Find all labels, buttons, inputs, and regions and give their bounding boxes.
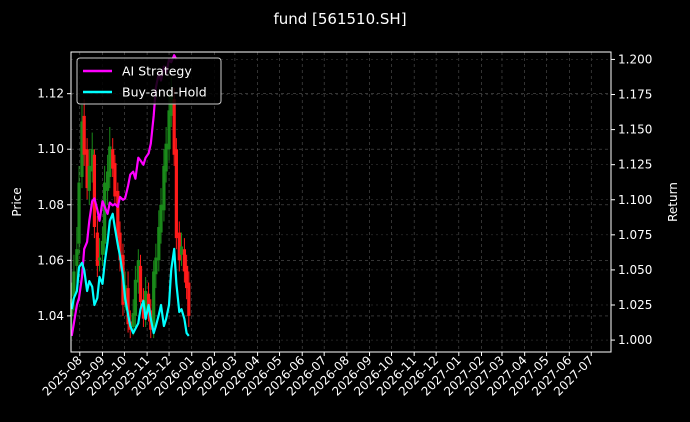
candle-body <box>100 240 105 255</box>
candle-body <box>103 182 107 244</box>
candle-body <box>157 227 161 261</box>
candle-body <box>138 265 143 302</box>
y-axis-label: Price <box>10 187 24 216</box>
y2-tick-label: 1.000 <box>618 333 652 347</box>
candle-body <box>152 271 156 327</box>
candle-body <box>111 149 115 169</box>
series-line-1 <box>70 212 190 337</box>
legend-label: Buy-and-Hold <box>122 85 207 100</box>
candle-body <box>95 232 99 266</box>
candle-body <box>179 246 184 255</box>
candle-body <box>82 115 86 155</box>
candle-body <box>118 232 122 261</box>
candle-body <box>87 165 91 191</box>
y-tick-label: 1.12 <box>37 87 64 101</box>
candle-body <box>177 232 181 261</box>
y-tick-label: 1.08 <box>37 198 64 212</box>
candle-body <box>131 313 135 327</box>
y2-tick-label: 1.025 <box>618 298 652 312</box>
candle-body <box>164 143 168 172</box>
candlestick-series <box>70 77 191 339</box>
candle-body <box>144 290 148 316</box>
candle-body <box>75 249 79 266</box>
legend: AI Strategy Buy-and-Hold <box>76 57 222 105</box>
candle-body <box>133 279 137 316</box>
plot-frame <box>70 51 612 353</box>
candle-body <box>167 110 171 150</box>
candle-body <box>174 149 178 239</box>
y2-tick-label: 1.175 <box>618 88 652 102</box>
candle-body <box>162 165 166 211</box>
candle-body <box>136 260 140 283</box>
legend-box <box>76 57 222 105</box>
y2-tick-label: 1.150 <box>618 123 652 137</box>
candle-body <box>187 282 191 316</box>
candle-body <box>113 163 117 197</box>
right-axis: 1.000 1.025 1.050 1.075 1.100 1.125 1.150 1.175… <box>611 52 652 347</box>
candle-body <box>159 204 163 233</box>
chart-title: fund [561510.SH] <box>273 10 406 28</box>
candle-body <box>97 257 102 261</box>
candle-body <box>77 182 81 244</box>
y2-axis-label: Return <box>666 182 680 222</box>
candle-body <box>72 271 76 297</box>
candle-body <box>85 149 89 189</box>
y-tick-label: 1.04 <box>37 309 64 323</box>
y-tick-label: 1.06 <box>37 253 64 267</box>
candle-body <box>108 146 112 177</box>
candle-body <box>185 265 189 289</box>
y2-tick-label: 1.100 <box>618 193 652 207</box>
y2-tick-label: 1.200 <box>618 52 652 66</box>
candle-body <box>154 257 158 275</box>
y2-tick-label: 1.075 <box>618 228 652 242</box>
candle-body <box>105 171 110 191</box>
candle-body <box>126 288 130 325</box>
candle-body <box>90 149 94 172</box>
left-axis: 1.04 1.06 1.08 1.10 1.12 <box>37 87 71 323</box>
candle-body <box>80 121 84 177</box>
candle-body <box>92 154 97 227</box>
y2-tick-label: 1.125 <box>618 158 652 172</box>
candle-body <box>116 190 120 239</box>
candle-body <box>172 99 176 155</box>
y2-tick-label: 1.050 <box>618 263 652 277</box>
candle-body <box>146 293 151 314</box>
candle-body <box>169 93 173 116</box>
legend-label: AI Strategy <box>122 64 192 79</box>
candle-body <box>182 249 187 272</box>
y-tick-label: 1.10 <box>37 142 64 156</box>
